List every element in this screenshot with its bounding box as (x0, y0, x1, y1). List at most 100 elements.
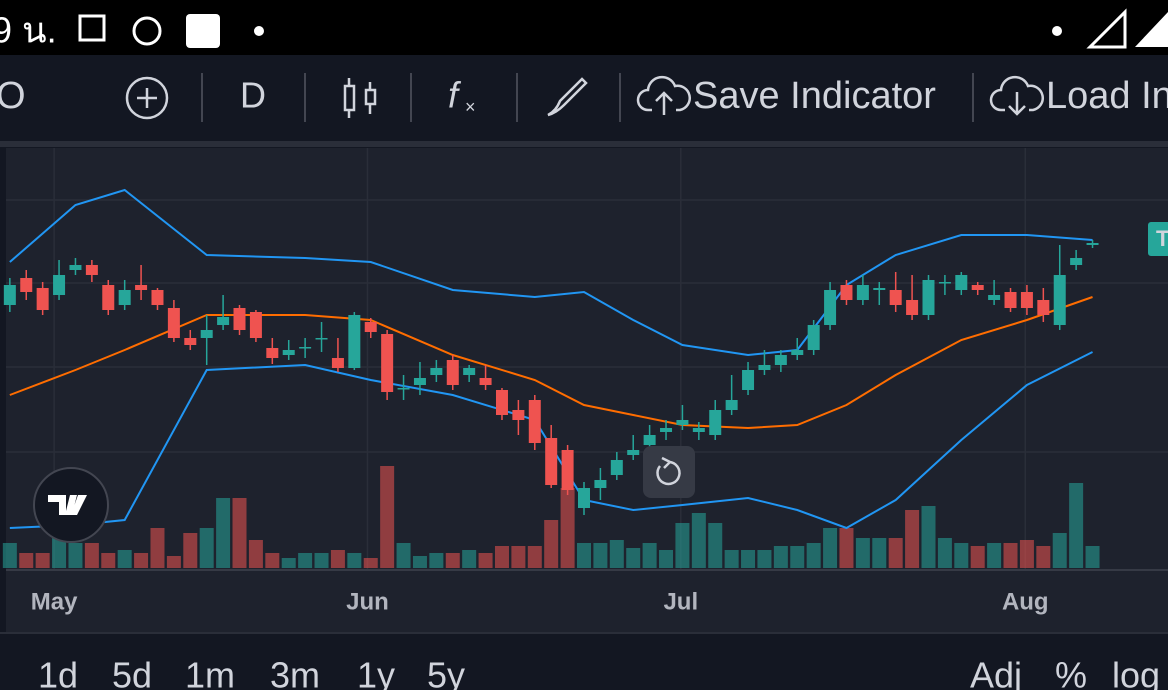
save-indicator[interactable]: Save Indicator (693, 75, 936, 117)
volume-bar (347, 553, 362, 568)
band-line (9, 351, 1093, 530)
volume-bar (84, 543, 99, 568)
candle-body (364, 322, 377, 332)
candle-body (807, 325, 820, 350)
candle-body (709, 410, 722, 435)
candle-body (1070, 258, 1083, 265)
range-button[interactable]: 1d (38, 655, 78, 690)
x-tick-label: Jul (663, 588, 698, 615)
volume-bar (363, 558, 378, 568)
candle-body (528, 400, 541, 443)
range-button[interactable]: 1m (185, 655, 235, 690)
volume-bar (396, 543, 411, 568)
x-tick-label: May (31, 588, 78, 615)
band-line (9, 296, 1093, 430)
candle-body (594, 480, 607, 488)
candle-body (840, 285, 853, 300)
signal-icon (1086, 8, 1127, 49)
band-line (9, 188, 1093, 357)
interval[interactable]: D (240, 75, 266, 116)
volume-bar (412, 556, 427, 568)
candle-body (200, 330, 213, 338)
volume-bar (494, 546, 509, 568)
volume-bar (35, 553, 50, 568)
candle-body (906, 300, 919, 315)
candle-body (889, 290, 902, 305)
volume-bar (642, 543, 657, 568)
divider (0, 141, 1168, 147)
add-button[interactable] (125, 76, 169, 120)
volume-bar (2, 543, 17, 568)
candle-body (758, 365, 771, 370)
range-button[interactable]: 5d (112, 655, 152, 690)
candle-body (282, 350, 295, 355)
candle-body (53, 275, 66, 295)
dot (254, 26, 264, 36)
volume-bar (954, 543, 969, 568)
volume-bar (544, 520, 559, 568)
option-button[interactable]: Adj (970, 655, 1022, 690)
candle-body (348, 315, 361, 368)
volume-bar (593, 543, 608, 568)
range-button[interactable]: 3m (270, 655, 320, 690)
volume-bar (790, 546, 805, 568)
tv-logo[interactable] (33, 467, 109, 543)
price-tag (1148, 222, 1168, 256)
volume-bar (314, 553, 329, 568)
range-button[interactable]: 5y (427, 655, 465, 690)
chart-type-button[interactable] (343, 78, 377, 118)
volume-bar (757, 550, 772, 568)
candle-body (692, 428, 705, 432)
candle-body (774, 355, 787, 365)
volume-bar (199, 528, 214, 568)
volume-bar (150, 528, 165, 568)
volume-bar (806, 543, 821, 568)
option-button[interactable]: % (1055, 655, 1087, 690)
candle-body (118, 290, 131, 305)
candle-body (479, 378, 492, 385)
candle-body (102, 285, 115, 310)
candle-body (69, 265, 82, 270)
volume-bar (101, 553, 116, 568)
candle-body (135, 285, 148, 290)
candle-body (1086, 243, 1099, 245)
volume-bar (905, 510, 920, 568)
volume-bar (1052, 533, 1067, 568)
candle-body (1020, 292, 1033, 308)
volume-bar (987, 543, 1002, 568)
reset-button[interactable] (643, 446, 695, 498)
candle-body (955, 275, 968, 290)
load-indicator[interactable]: Load Indicator (1046, 75, 1168, 117)
candle-body (36, 288, 49, 310)
dot (1052, 26, 1062, 36)
volume-bar (183, 533, 198, 568)
candle-body (20, 278, 33, 292)
candle-body (315, 338, 328, 340)
volume-bar (68, 543, 83, 568)
candle-body (512, 410, 525, 420)
drawing-button[interactable] (547, 77, 588, 117)
option-button[interactable]: log (1112, 655, 1160, 690)
status-bar (0, 0, 1168, 55)
volume-bar (1003, 543, 1018, 568)
volume-bar (511, 546, 526, 568)
range-button[interactable]: 1y (357, 655, 395, 690)
candle-body (463, 368, 476, 375)
candle-body (791, 350, 804, 355)
symbol[interactable]: O (0, 75, 26, 117)
volume-bar (429, 553, 444, 568)
candle-body (561, 450, 574, 490)
volume-bar (281, 558, 296, 568)
volume-bar (462, 550, 477, 568)
volume-bar (117, 550, 132, 568)
status-time: 9 น. (0, 10, 57, 51)
candle-body (413, 378, 426, 385)
candle-body (988, 295, 1001, 300)
candle-body (610, 460, 623, 475)
alarm-icon (132, 16, 162, 46)
candle-body (873, 288, 886, 290)
candle-body (184, 338, 197, 345)
candle-body (167, 308, 180, 338)
candle-body (922, 280, 935, 315)
